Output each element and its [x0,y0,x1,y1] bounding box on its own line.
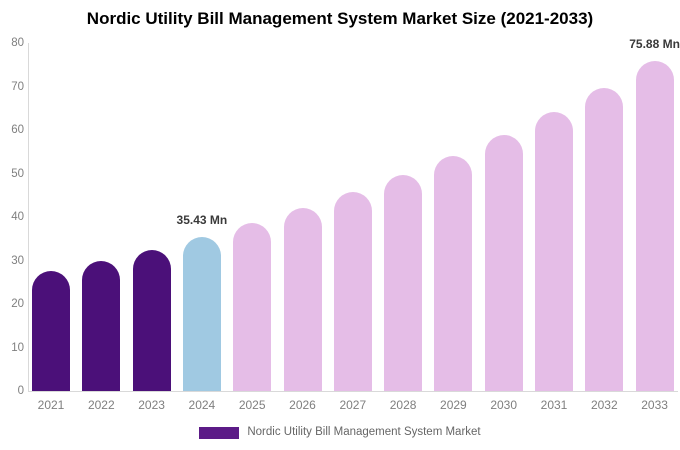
y-axis-line [28,43,29,391]
bar-2027 [333,192,372,391]
bar-2031 [535,112,573,391]
bar-2026 [283,208,322,391]
value-label-2024: 35.43 Mn [176,212,228,227]
bar-2022 [82,260,121,391]
x-axis-line [28,391,678,392]
bar-2028 [384,174,423,391]
x-axis-label-2024: 2024 [188,398,216,412]
bar-2021 [32,271,70,391]
x-axis-label-2025: 2025 [238,398,266,412]
y-axis-tick-label-60: 60 [11,124,24,136]
x-axis-label-2023: 2023 [138,398,165,412]
x-axis-label-2031: 2031 [540,398,568,412]
legend: Nordic Utility Bill Management System Ma… [0,426,680,439]
legend-label: Nordic Utility Bill Management System Ma… [247,426,481,438]
bar-2030 [484,134,523,391]
bar-2024 [182,236,221,391]
y-axis-tick-label-80: 80 [11,37,24,49]
bar-2029 [434,155,473,391]
x-axis-label-2032: 2032 [590,398,618,412]
value-label-2033: 75.88 Mn [629,36,680,51]
x-axis-label-2027: 2027 [339,398,367,412]
y-axis-tick-label-40: 40 [11,211,24,223]
chart-title: Nordic Utility Bill Management System Ma… [86,9,594,28]
x-axis-label-2022: 2022 [87,398,115,412]
x-axis-label-2030: 2030 [490,398,518,412]
bar-2025 [233,223,272,391]
y-axis-tick-label-20: 20 [11,298,24,310]
bar-2032 [585,87,624,391]
x-axis-label-2028: 2028 [389,398,417,412]
y-axis-tick-label-10: 10 [11,341,24,354]
legend-swatch [199,426,240,439]
x-axis-label-2029: 2029 [440,398,467,412]
y-axis-tick-label-0: 0 [17,385,24,397]
x-axis-label-2021: 2021 [37,398,65,412]
y-axis-tick-label-70: 70 [11,80,24,93]
bar-2033 [635,60,674,391]
x-axis-label-2026: 2026 [289,398,316,412]
y-axis-tick-label-50: 50 [11,167,24,180]
x-axis-label-2033: 2033 [641,398,668,412]
y-axis-tick-label-30: 30 [11,254,24,267]
bar-2023 [132,249,171,391]
